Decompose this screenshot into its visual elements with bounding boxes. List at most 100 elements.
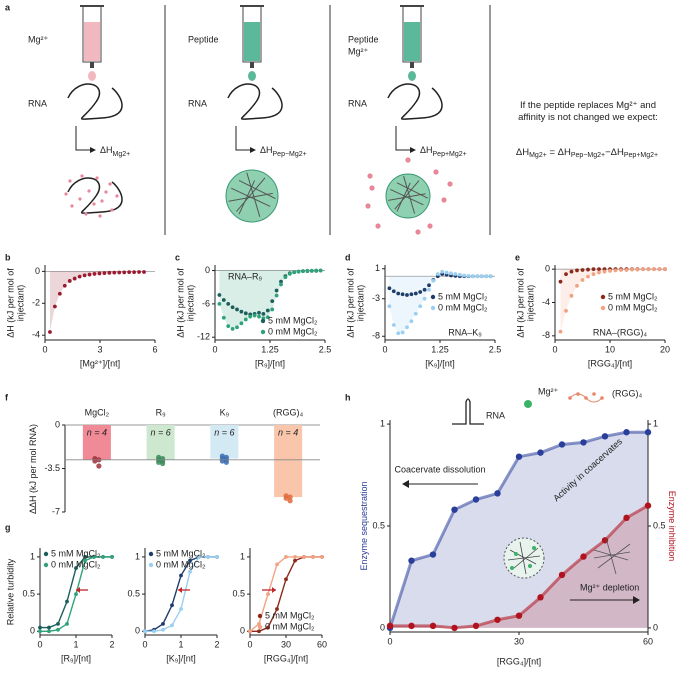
data-point — [418, 304, 423, 309]
data-point — [624, 268, 629, 272]
mg-icon — [514, 552, 518, 556]
legend-marker — [257, 624, 263, 630]
y2-tick-label: 0.5 — [653, 520, 666, 530]
data-point — [569, 269, 574, 274]
condensate-fiber — [403, 176, 416, 214]
mg-ion — [375, 223, 381, 229]
x-tick-label: 2 — [109, 639, 114, 649]
y2-tick-label: 0 — [653, 622, 658, 632]
condensate-fiber — [236, 177, 266, 212]
data-point — [400, 330, 405, 335]
annotation: RNA–(RGG)₄ — [593, 327, 648, 337]
data-point — [170, 603, 174, 608]
data-point — [83, 558, 87, 563]
data-point — [475, 274, 480, 279]
arrow-head — [410, 147, 416, 153]
reaction-arrow — [395, 126, 410, 151]
data-point — [275, 562, 279, 567]
subscript: Mg2+ — [113, 151, 131, 158]
panel-label: e — [515, 252, 520, 262]
legend-label: 5 mM MgCl₂ — [608, 291, 658, 301]
data-point — [644, 502, 652, 509]
data-point — [591, 267, 596, 272]
x-tick-label: 60 — [317, 639, 327, 649]
data-point — [597, 270, 601, 275]
data-point — [515, 612, 523, 619]
mg-icon — [510, 566, 514, 570]
mg-ion — [64, 192, 68, 196]
condensate-fiber — [396, 182, 411, 212]
hypothesis: If the peptide replaces Mg²⁺ and affinit… — [518, 100, 658, 123]
data-point — [586, 274, 590, 279]
bar — [82, 425, 111, 460]
arrow-head — [250, 147, 256, 153]
subscript: Pep+Mg2+ — [433, 151, 467, 158]
y-tick-label: 0 — [30, 626, 35, 636]
data-point — [301, 269, 305, 274]
replicate-point — [287, 498, 293, 504]
data-point — [386, 622, 394, 630]
x-tick-label: 20 — [660, 344, 670, 354]
enthalpy-label: ΔHMg2+ — [100, 145, 130, 157]
data-point — [427, 283, 431, 288]
mg-ion — [367, 173, 373, 179]
data-point — [230, 326, 235, 331]
legend-marker — [260, 329, 266, 335]
data-point — [558, 441, 566, 448]
y-tick-label: -3 — [372, 293, 380, 303]
x-tick-label: 30 — [514, 636, 524, 646]
data-point — [422, 296, 427, 301]
subscript: Pep−Mg2+ — [571, 152, 605, 159]
y-tick-label: 0 — [55, 419, 60, 429]
y-tick-label: 0.5 — [372, 520, 385, 530]
data-point — [652, 267, 656, 272]
x-tick-label: 2.5 — [489, 344, 502, 354]
data-point — [472, 496, 480, 503]
data-point — [132, 270, 137, 275]
y2-tick-label: 1 — [653, 418, 658, 428]
x-axis-label: [RGG₄]/[nt] — [588, 358, 632, 368]
data-point — [257, 314, 261, 319]
data-point — [429, 622, 437, 630]
data-point — [293, 558, 297, 563]
substrate-label: RNA — [188, 98, 207, 108]
y-axis-label: ΔH (kJ per mol of injectant) — [175, 267, 195, 338]
data-point — [391, 323, 396, 327]
y-axis-label: Enzyme sequestration — [359, 481, 369, 571]
data-point — [558, 279, 563, 284]
mg-ion — [95, 176, 99, 180]
rna-strand — [67, 83, 123, 120]
data-point — [257, 310, 261, 315]
category-label: (RGG)₄ — [273, 407, 303, 417]
syringe-needle — [410, 62, 414, 68]
data-point — [435, 272, 440, 276]
data-point — [226, 324, 231, 329]
arrow-head — [178, 587, 182, 593]
data-point — [311, 555, 315, 559]
substrate-label: RNA — [28, 98, 47, 108]
data-point — [127, 270, 132, 275]
x-tick-label: 1.25 — [431, 344, 449, 354]
data-point — [431, 278, 436, 283]
category-label: MgCl₂ — [85, 407, 110, 417]
panel-label: c — [175, 252, 180, 262]
data-point — [564, 272, 568, 277]
data-point — [275, 607, 279, 611]
data-point — [230, 305, 235, 310]
data-point — [197, 555, 201, 559]
y-tick-label: 1 — [30, 551, 35, 561]
legend-marker — [430, 294, 436, 300]
data-point — [274, 293, 279, 298]
data-point — [422, 287, 427, 292]
mg-ion — [427, 223, 433, 229]
mg-ion — [405, 157, 411, 163]
data-point — [142, 270, 146, 274]
enthalpy-label: ΔHPep+Mg2+ — [420, 145, 467, 157]
data-point — [179, 607, 183, 611]
data-point — [479, 274, 484, 279]
x-tick-label: 0 — [212, 344, 217, 354]
arrow-head — [76, 587, 80, 593]
panel-label: h — [345, 392, 351, 402]
data-point — [292, 270, 297, 275]
condensate-fiber — [388, 193, 426, 201]
